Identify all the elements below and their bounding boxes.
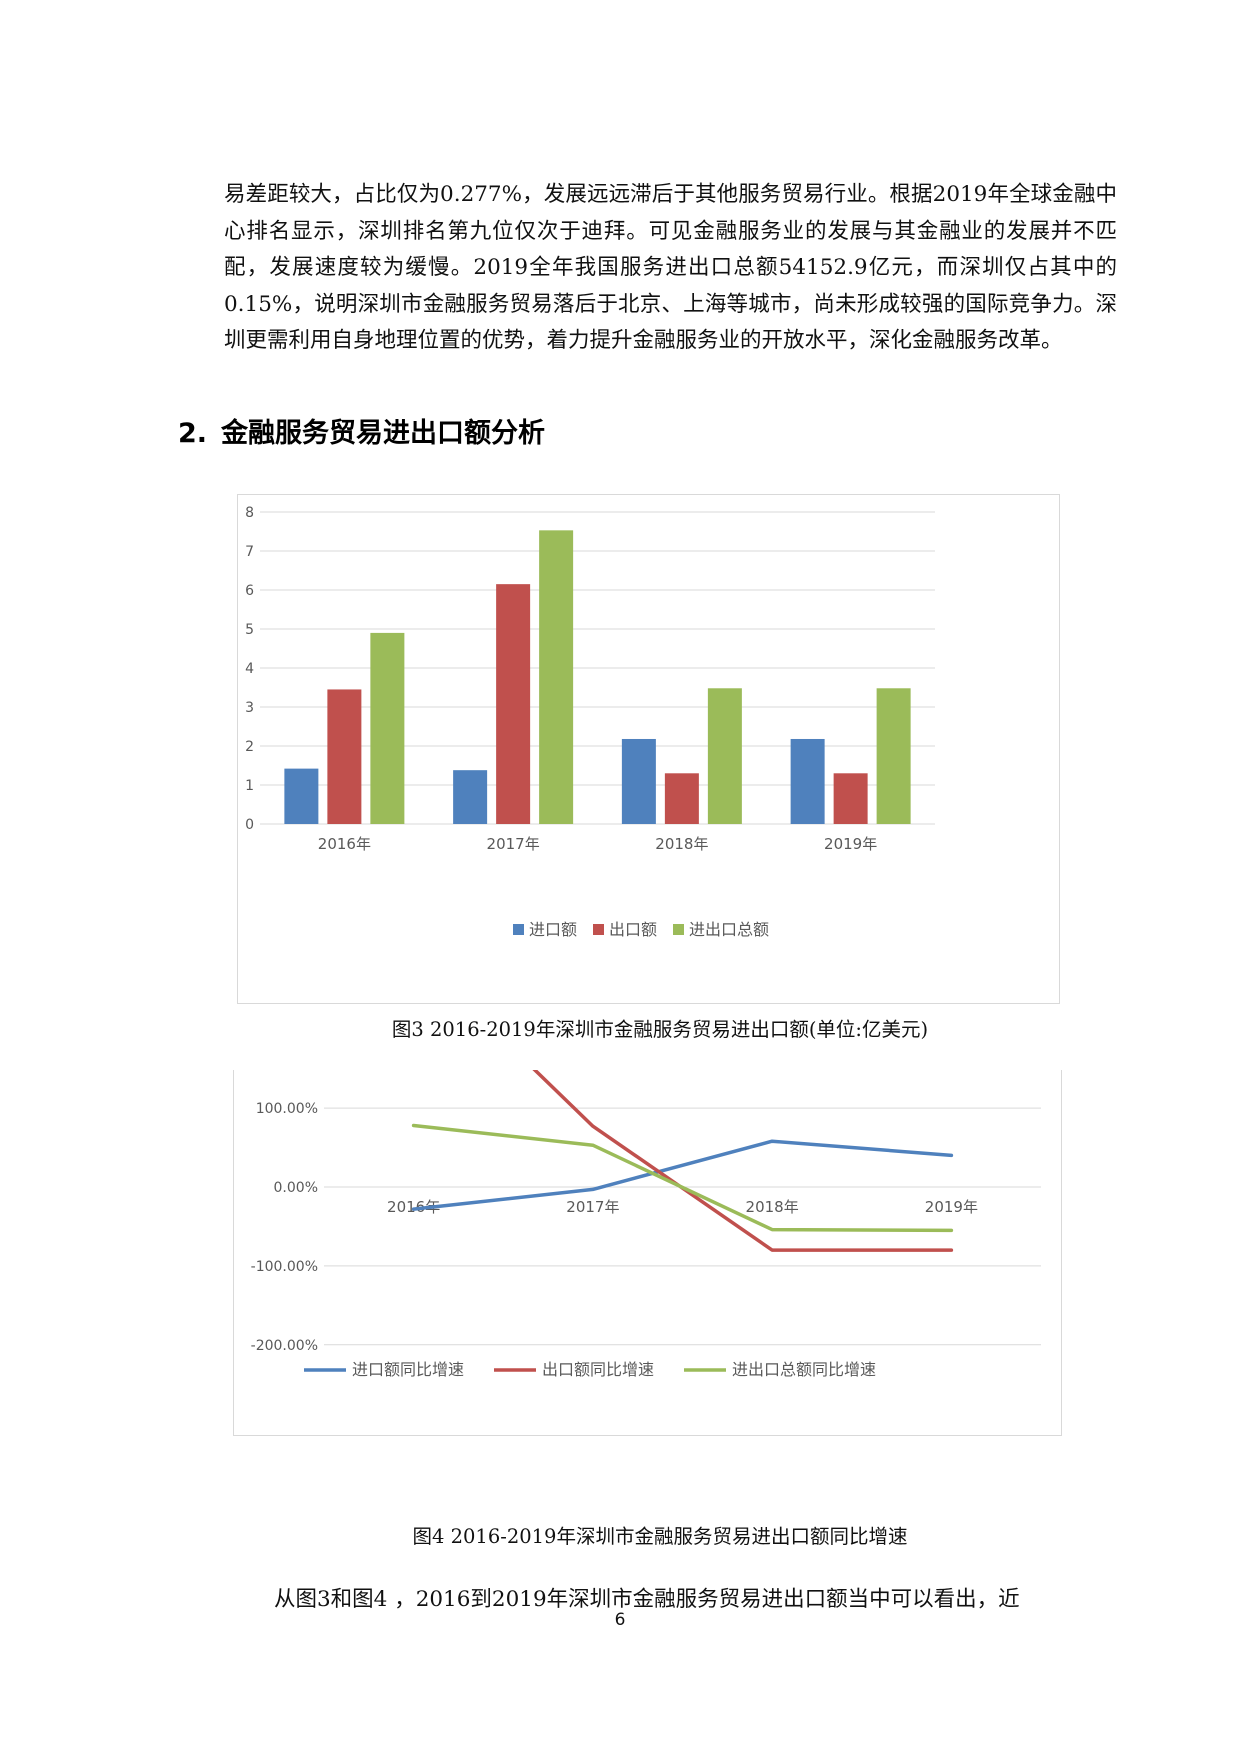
y-tick-label: 1 — [245, 778, 254, 794]
bar-2-4 — [833, 773, 868, 824]
bar-chart-import-export: 0 1 2 3 4 5 6 7 8 2016年 2017年 2018年 2019年进口额 出口额 进出口总额 — [237, 494, 1060, 1004]
x-tick-label: 2016年 — [387, 1198, 440, 1216]
legend-swatch — [673, 924, 684, 935]
legend-label: 进出口总额同比增速 — [732, 1360, 876, 1379]
bar-1-4 — [790, 738, 825, 824]
section-title: 金融服务贸易进出口额分析 — [221, 418, 546, 449]
bar-1-2 — [453, 770, 488, 824]
x-tick-label: 2017年 — [566, 1198, 619, 1216]
x-tick-label: 2018年 — [655, 835, 708, 853]
y-tick-label: -100.00% — [251, 1259, 318, 1275]
line-chart-growth-rate: -200.00% -100.00% 0.00% 100.00% 2016年 2017年 20… — [233, 1070, 1062, 1436]
bar-3-1 — [370, 632, 405, 824]
y-tick-label: 7 — [245, 544, 254, 560]
legend-label: 进口额同比增速 — [352, 1360, 464, 1379]
y-tick-label: 100.00% — [256, 1101, 318, 1117]
bar-2-1 — [327, 689, 362, 824]
x-tick-label: 2018年 — [746, 1198, 799, 1216]
legend-swatch — [513, 924, 524, 935]
y-tick-label: 0.00% — [274, 1180, 318, 1196]
body-paragraph-1: 易差距较大，占比仅为0.277%，发展远远滞后于其他服务贸易行业。根据2019年… — [224, 182, 1117, 353]
x-tick-label: 2019年 — [824, 835, 877, 853]
legend-label: 出口额 — [609, 920, 657, 939]
section-number: 2. — [178, 418, 208, 449]
legend-label: 进出口总额 — [689, 920, 769, 939]
bar-3-2 — [539, 530, 574, 824]
line-chart-svg: -200.00% -100.00% 0.00% 100.00% 2016年 2017年 20… — [251, 1070, 1041, 1379]
bar-3-3 — [707, 688, 742, 824]
y-tick-label: 8 — [245, 505, 254, 521]
y-tick-label: 3 — [245, 700, 254, 716]
y-tick-label: 4 — [245, 661, 254, 677]
bar-1-1 — [284, 768, 319, 824]
series-line-1 — [411, 1139, 954, 1211]
figure-caption-4: 图4 2016-2019年深圳市金融服务贸易进出口额同比增速 — [412, 1525, 908, 1548]
series-line-3 — [411, 1123, 954, 1233]
x-tick-label: 2017年 — [487, 835, 540, 853]
y-tick-label: 2 — [245, 739, 254, 755]
x-tick-label: 2019年 — [925, 1198, 978, 1216]
legend-swatch — [593, 924, 604, 935]
y-tick-label: -200.00% — [251, 1338, 318, 1354]
bar-2-3 — [664, 773, 699, 824]
series-line-2 — [532, 1070, 954, 1252]
body-paragraph-2: 从图3和图4 ，2016到2019年深圳市金融服务贸易进出口额当中可以看出，近 — [274, 1587, 1020, 1612]
page-number: 6 — [614, 1610, 626, 1630]
section-heading: 2. 金融服务贸易进出口额分析 — [178, 411, 545, 450]
bar-1-3 — [621, 738, 656, 824]
figure-caption-3: 图3 2016-2019年深圳市金融服务贸易进出口额(单位:亿美元) — [391, 1018, 929, 1041]
legend-label: 进口额 — [529, 920, 577, 939]
x-tick-label: 2016年 — [318, 835, 371, 853]
bar-2-2 — [496, 584, 531, 824]
bar-3-4 — [876, 688, 911, 824]
y-tick-label: 6 — [245, 583, 254, 599]
y-tick-label: 5 — [245, 622, 254, 638]
legend-label: 出口额同比增速 — [542, 1360, 654, 1379]
y-tick-label: 0 — [245, 817, 254, 833]
